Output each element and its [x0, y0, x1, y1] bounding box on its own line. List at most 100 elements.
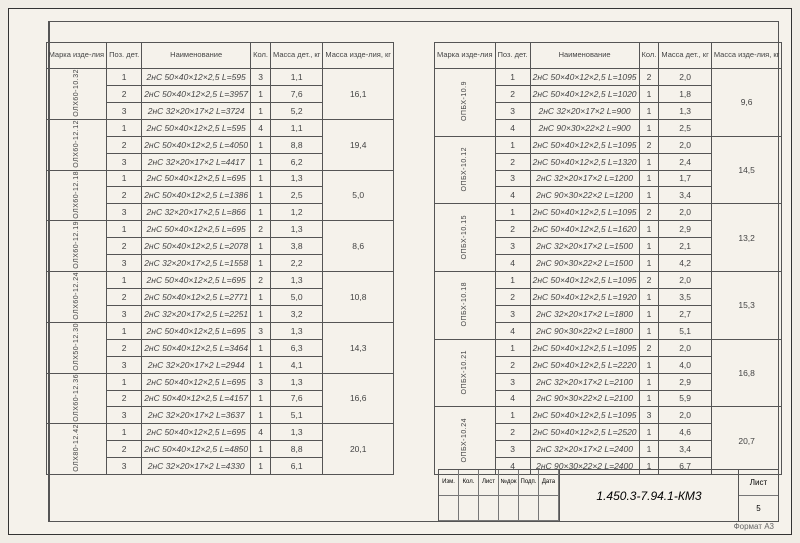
kol-cell: 2	[639, 69, 659, 86]
kol-cell: 1	[251, 153, 271, 170]
kol-cell: 2	[251, 272, 271, 289]
mark-cell: ОПБХ-10.18	[435, 272, 496, 340]
kol-cell: 1	[639, 255, 659, 272]
mass-det-cell: 2,9	[659, 373, 711, 390]
mass-det-cell: 4,6	[659, 424, 711, 441]
mark-cell: ОПБХ-10.12	[435, 136, 496, 204]
kol-cell: 1	[251, 339, 271, 356]
name-cell: 2нС 50×40×12×2,5 L=1386	[142, 187, 251, 204]
pos-cell: 3	[107, 204, 142, 221]
mass-det-cell: 1,1	[270, 69, 322, 86]
name-cell: 2нС 32×20×17×2 L=3724	[142, 102, 251, 119]
pos-cell: 1	[107, 170, 142, 187]
kol-cell: 1	[251, 458, 271, 475]
pos-cell: 1	[107, 373, 142, 390]
spec-table-right: Марка изде-лияПоз. дет.НаименованиеКол.М…	[434, 42, 782, 475]
mass-det-cell: 3,8	[270, 238, 322, 255]
stamp-cell: Подп.	[519, 470, 539, 496]
name-cell: 2нС 50×40×12×2,5 L=2220	[530, 356, 639, 373]
mass-det-cell: 2,0	[659, 69, 711, 86]
name-cell: 2нС 50×40×12×2,5 L=1095	[530, 204, 639, 221]
name-cell: 2нС 32×20×17×2,5 L=866	[142, 204, 251, 221]
name-cell: 2нС 50×40×12×2,5 L=3957	[142, 85, 251, 102]
pos-cell: 2	[107, 441, 142, 458]
sheet-cell: Лист 5	[738, 470, 778, 521]
col-pos: Поз. дет.	[495, 43, 530, 69]
pos-cell: 3	[495, 170, 530, 187]
mass-det-cell: 2,9	[659, 221, 711, 238]
name-cell: 2нС 50×40×12×2,5 L=4157	[142, 390, 251, 407]
mass-det-cell: 5,0	[270, 288, 322, 305]
kol-cell: 1	[639, 102, 659, 119]
name-cell: 2нС 50×40×12×2,5 L=4050	[142, 136, 251, 153]
name-cell: 2нС 50×40×12×2,5 L=695	[142, 424, 251, 441]
stamp-cell	[499, 496, 519, 522]
mass-izd-cell: 20,7	[711, 407, 782, 475]
stamp-cell: Дата	[539, 470, 559, 496]
mass-det-cell: 2,4	[659, 153, 711, 170]
kol-cell: 1	[639, 170, 659, 187]
name-cell: 2нС 50×40×12×2,5 L=1095	[530, 407, 639, 424]
kol-cell: 1	[251, 305, 271, 322]
name-cell: 2нС 50×40×12×2,5 L=695	[142, 170, 251, 187]
tables-container: Марка изде-лияПоз. дет.НаименованиеКол.М…	[50, 22, 778, 475]
mass-det-cell: 1,7	[659, 170, 711, 187]
pos-cell: 2	[107, 238, 142, 255]
mark-cell: ОЛХ60-12.12	[46, 119, 107, 170]
name-cell: 2нС 50×40×12×2,5 L=695	[142, 373, 251, 390]
kol-cell: 1	[251, 204, 271, 221]
pos-cell: 1	[107, 272, 142, 289]
table-row: ОЛХ60-12.1912нС 50×40×12×2,5 L=69521,38,…	[46, 221, 393, 238]
kol-cell: 1	[251, 356, 271, 373]
pos-cell: 3	[107, 458, 142, 475]
pos-cell: 2	[107, 187, 142, 204]
table-row: ОЛХ50-12.3012нС 50×40×12×2,5 L=69531,314…	[46, 322, 393, 339]
col-mass-det: Масса дет., кг	[659, 43, 711, 69]
kol-cell: 1	[639, 238, 659, 255]
stamp-cell	[439, 496, 459, 522]
mark-cell: ОПБХ-10.15	[435, 204, 496, 272]
mass-det-cell: 8,8	[270, 441, 322, 458]
pos-cell: 3	[495, 373, 530, 390]
mass-izd-cell: 13,2	[711, 204, 782, 272]
kol-cell: 1	[251, 238, 271, 255]
inner-frame: Марка изде-лияПоз. дет.НаименованиеКол.М…	[49, 21, 779, 522]
mass-det-cell: 4,0	[659, 356, 711, 373]
pos-cell: 3	[107, 255, 142, 272]
mass-izd-cell: 10,8	[323, 272, 394, 323]
pos-cell: 1	[495, 136, 530, 153]
kol-cell: 3	[639, 407, 659, 424]
stamp-cell	[459, 496, 479, 522]
name-cell: 2нС 32×20×17×2 L=2944	[142, 356, 251, 373]
mark-cell: ОЛХ60-10.32	[46, 69, 107, 120]
table-row: ОЛХ60-10.3212нС 50×40×12×2,5 L=59531,116…	[46, 69, 393, 86]
kol-cell: 1	[251, 390, 271, 407]
col-mass-izd: Масса изде-лия, кг	[323, 43, 394, 69]
title-block: Изм.Кол.Лист№докПодп.Дата 1.450.3-7.94.1…	[438, 469, 778, 521]
pos-cell: 3	[107, 305, 142, 322]
mass-det-cell: 1,3	[270, 322, 322, 339]
pos-cell: 1	[107, 119, 142, 136]
kol-cell: 4	[251, 424, 271, 441]
name-cell: 2нС 32×20×17×2 L=4330	[142, 458, 251, 475]
mass-izd-cell: 8,6	[323, 221, 394, 272]
mass-det-cell: 6,1	[270, 458, 322, 475]
name-cell: 2нС 50×40×12×2,5 L=595	[142, 69, 251, 86]
mass-izd-cell: 14,5	[711, 136, 782, 204]
mass-det-cell: 1,2	[270, 204, 322, 221]
mass-izd-cell: 5,0	[323, 170, 394, 221]
name-cell: 2нС 32×20×17×2 L=2400	[530, 441, 639, 458]
sheet-label: Лист	[739, 470, 778, 496]
mass-det-cell: 1,3	[270, 221, 322, 238]
name-cell: 2нС 32×20×17×2 L=900	[530, 102, 639, 119]
mass-det-cell: 4,1	[270, 356, 322, 373]
mark-cell: ОЛХ80-12.42	[46, 424, 107, 475]
stamp-cell	[519, 496, 539, 522]
col-name: Наименование	[530, 43, 639, 69]
pos-cell: 3	[107, 153, 142, 170]
mass-det-cell: 2,5	[270, 187, 322, 204]
binding-margin	[9, 21, 49, 522]
name-cell: 2нС 90×30×22×2 L=1200	[530, 187, 639, 204]
mark-cell: ОЛХ50-12.30	[46, 322, 107, 373]
kol-cell: 1	[251, 136, 271, 153]
